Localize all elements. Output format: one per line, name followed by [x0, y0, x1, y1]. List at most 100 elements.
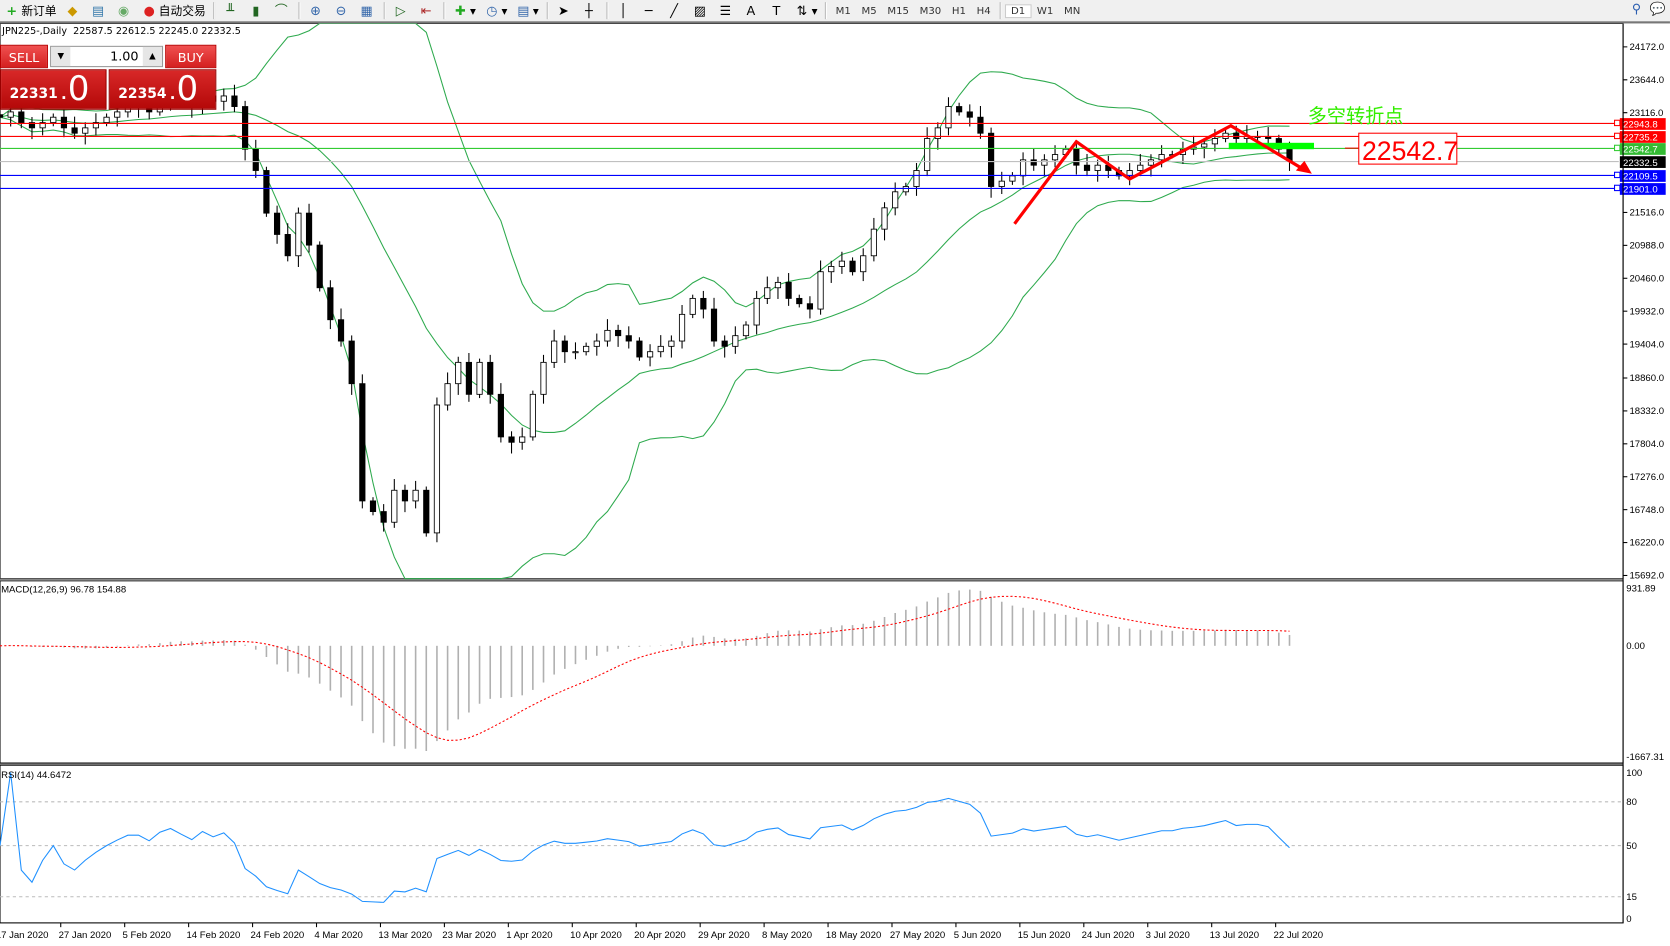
bar-chart-icon: ╨: [226, 3, 235, 19]
macd-y-tick: 931.89: [1626, 583, 1655, 594]
timeframe-m5[interactable]: M5: [861, 4, 877, 17]
price-tag-label: 22332.5: [1623, 158, 1658, 169]
candle-body: [721, 340, 728, 347]
timeframe-m1[interactable]: M1: [835, 4, 851, 17]
macd-pane: [0, 580, 1624, 764]
lot-size-value[interactable]: 1.00: [110, 49, 139, 64]
lot-size-field[interactable]: ▼ 1.00 ▲: [50, 45, 164, 68]
x-tick-label: 17 Jan 2020: [0, 930, 48, 941]
auto-scroll-button[interactable]: ▷: [389, 1, 415, 20]
line-chart-button[interactable]: ⌒: [270, 1, 296, 20]
candle-body: [242, 106, 249, 150]
fibonacci-button[interactable]: ☰: [714, 1, 740, 20]
candle-body: [796, 297, 803, 305]
separator: [213, 2, 216, 20]
candle-body: [1009, 175, 1016, 182]
x-tick-label: 3 Jul 2020: [1146, 930, 1190, 941]
cursor-button[interactable]: ➤: [552, 1, 578, 20]
fibonacci-icon: ☰: [719, 3, 732, 19]
candle-body: [1051, 154, 1059, 161]
sell-price[interactable]: 22331 . 0: [0, 68, 107, 110]
y-tick-label: 17804.0: [1629, 439, 1664, 450]
equidistant-channel-button[interactable]: ▨: [688, 1, 714, 20]
chart-shift-button[interactable]: ⇤: [415, 1, 441, 20]
candle-body: [444, 383, 451, 406]
chart-area[interactable]: 24172.0 23644.0 23116.0 21516.0 20988.0 20460…: [0, 23, 1670, 946]
candle-body: [359, 383, 366, 502]
experts-button[interactable]: ◆: [61, 1, 87, 20]
buy-price-frac: 0: [176, 68, 199, 109]
candle-body: [60, 116, 68, 129]
x-tick-label: 4 Mar 2020: [314, 930, 362, 941]
sell-button[interactable]: SELL: [0, 44, 48, 69]
zoom-out-button[interactable]: ⊖: [329, 1, 355, 20]
text-icon: A: [746, 3, 756, 19]
price-tag-label: 22542.7: [1623, 145, 1658, 156]
candle-body: [1030, 159, 1037, 166]
auto-trading-button[interactable]: ● 自动交易: [137, 1, 209, 20]
candle-body: [295, 212, 302, 257]
bar-chart-button[interactable]: ╨: [218, 1, 244, 20]
indicators-button[interactable]: ✚ ▾: [449, 1, 480, 20]
lot-increase-icon[interactable]: ▲: [142, 46, 162, 67]
trendline-button[interactable]: ╱: [662, 1, 688, 20]
history-center-button[interactable]: ▤: [86, 1, 112, 20]
y-tick-label: 20988.0: [1629, 241, 1664, 252]
candle-body: [678, 313, 686, 342]
main-pane: [0, 23, 1624, 580]
templates-button[interactable]: ▤ ▾: [517, 3, 539, 19]
text-label-button[interactable]: T: [765, 1, 791, 20]
timeframe-d1[interactable]: D1: [1004, 3, 1032, 18]
periods-button[interactable]: ◷ ▾: [486, 3, 508, 19]
candle-body: [82, 127, 89, 134]
candle-body: [401, 489, 409, 502]
timeframe-h1[interactable]: H1: [951, 4, 966, 17]
timeframe-h4[interactable]: H4: [976, 4, 991, 17]
timeframe-m15[interactable]: M15: [887, 4, 909, 17]
signals-button[interactable]: ◉: [112, 1, 138, 20]
timeframe-w1[interactable]: W1: [1036, 4, 1054, 17]
candle-body: [284, 234, 291, 257]
candlestick-button[interactable]: ▮: [244, 1, 270, 20]
candle-body: [1211, 138, 1218, 145]
crosshair-icon: ┼: [585, 3, 593, 19]
macd-histogram: [9, 589, 1291, 752]
zoom-in-button[interactable]: ⊕: [304, 1, 330, 20]
x-tick-label: 29 Apr 2020: [698, 930, 750, 941]
crosshair-button[interactable]: ┼: [577, 1, 603, 20]
tile-windows-button[interactable]: ▦: [355, 1, 381, 20]
new-order-button[interactable]: + 新订单: [0, 1, 61, 20]
line-handle: [1614, 184, 1621, 192]
sell-price-frac: 0: [67, 68, 90, 109]
horizontal-line-button[interactable]: ─: [637, 1, 663, 20]
line-handle: [1614, 119, 1621, 127]
text-button[interactable]: A: [739, 1, 765, 20]
price-tag: [1619, 183, 1666, 195]
candle-body: [7, 111, 14, 118]
buy-price[interactable]: 22354 . 0: [108, 68, 217, 110]
sell-price-dot: .: [60, 86, 67, 104]
arrows-button[interactable]: ⇅ ▾: [790, 1, 821, 20]
annotation-text: 多空转折点: [1308, 105, 1404, 128]
y-tick-label: 19404.0: [1629, 339, 1664, 350]
candle-body: [508, 436, 515, 443]
buy-button[interactable]: BUY: [165, 44, 217, 69]
sell-price-main: 22331: [9, 86, 58, 103]
trendline-icon: ╱: [670, 3, 679, 19]
timeframe-m30[interactable]: M30: [919, 4, 942, 17]
lot-decrease-icon[interactable]: ▼: [51, 46, 71, 67]
candle-body: [103, 116, 110, 123]
candle-body: [1073, 148, 1080, 166]
candle-body: [1201, 143, 1208, 148]
vertical-line-button[interactable]: │: [611, 1, 637, 20]
rsi-y-tick: 50: [1626, 841, 1637, 852]
auto-trading-icon: ●: [143, 3, 155, 19]
chart-info: JPN225-,Daily 22587.5 22612.5 22245.0 22…: [2, 26, 241, 38]
timeframe-mn[interactable]: MN: [1064, 4, 1081, 17]
x-tick-label: 27 May 2020: [890, 930, 945, 941]
search-icon[interactable]: ⚲: [1631, 1, 1642, 16]
candle-body: [700, 297, 707, 310]
y-tick-label: 20460.0: [1629, 273, 1664, 284]
chat-icon[interactable]: 💬: [1649, 1, 1666, 16]
candle-body: [529, 393, 536, 438]
